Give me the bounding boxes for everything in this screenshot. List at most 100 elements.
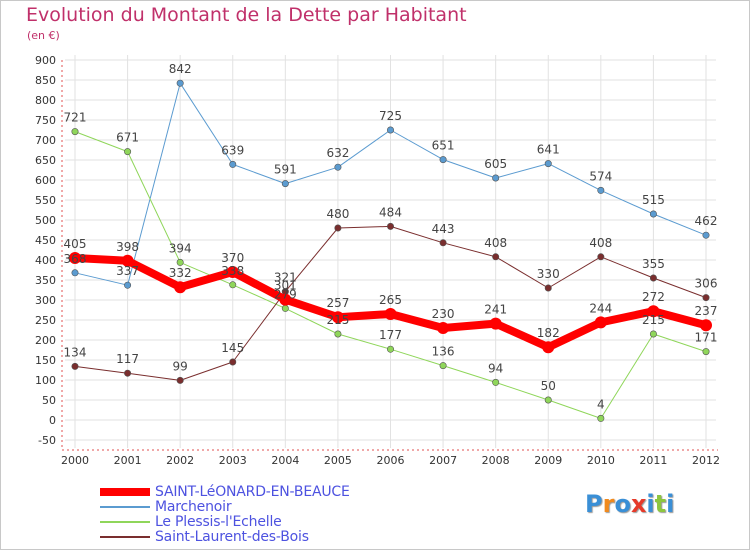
- y-tick-label: 850: [35, 74, 56, 87]
- x-tick-label: 2001: [114, 454, 142, 467]
- y-tick-label: 400: [35, 254, 56, 267]
- data-point: [594, 316, 607, 329]
- data-label: 394: [169, 241, 192, 255]
- data-label: 332: [169, 266, 192, 280]
- y-tick-label: 300: [35, 294, 56, 307]
- logo-letter: i: [646, 490, 655, 518]
- data-point: [439, 239, 447, 247]
- data-point: [544, 160, 552, 168]
- data-point: [69, 252, 81, 264]
- legend-swatch: [100, 506, 150, 508]
- data-label: 337: [116, 264, 139, 278]
- y-tick-label: 0: [49, 414, 56, 427]
- x-tick-label: 2006: [377, 454, 405, 467]
- data-point: [492, 378, 500, 386]
- data-label: 145: [221, 341, 244, 355]
- data-point: [281, 304, 289, 312]
- data-label: 171: [695, 331, 718, 345]
- data-point: [334, 163, 342, 171]
- data-point: [334, 224, 342, 232]
- legend-label: Marchenoir: [155, 499, 232, 515]
- y-tick-label: 200: [35, 334, 56, 347]
- data-point: [492, 174, 500, 182]
- data-label: 480: [326, 207, 349, 221]
- y-tick-label: 550: [35, 194, 56, 207]
- data-point: [71, 128, 79, 136]
- logo-letter: x: [630, 490, 647, 518]
- y-tick-label: 500: [35, 214, 56, 227]
- logo-letter: i: [666, 490, 675, 518]
- x-tick-label: 2010: [587, 454, 615, 467]
- data-label: 408: [484, 236, 507, 250]
- y-tick-label: 750: [35, 114, 56, 127]
- data-point: [597, 253, 605, 261]
- data-point: [439, 156, 447, 164]
- data-point: [597, 186, 605, 194]
- data-point: [384, 308, 397, 320]
- data-label: 279: [274, 287, 297, 301]
- x-tick-label: 2011: [639, 454, 667, 467]
- data-label: 443: [432, 222, 455, 236]
- data-label: 574: [589, 169, 612, 183]
- data-point: [439, 362, 447, 370]
- y-tick-label: 350: [35, 274, 56, 287]
- data-point: [386, 222, 394, 230]
- data-label: 117: [116, 352, 139, 366]
- y-tick-label: 100: [35, 374, 56, 387]
- data-label: 842: [169, 62, 192, 76]
- legend-entry: Saint-Laurent-des-Bois: [100, 529, 309, 545]
- data-point: [702, 231, 710, 239]
- data-point: [649, 330, 657, 338]
- x-tick-label: 2005: [324, 454, 352, 467]
- data-label: 257: [326, 296, 349, 310]
- data-point: [386, 345, 394, 353]
- data-point: [331, 311, 344, 324]
- data-point: [649, 274, 657, 282]
- data-label: 515: [642, 193, 665, 207]
- data-label: 632: [326, 146, 349, 160]
- data-label: 671: [116, 131, 139, 145]
- legend-label: Saint-Laurent-des-Bois: [155, 529, 309, 545]
- x-tick-label: 2009: [534, 454, 562, 467]
- data-label: 405: [64, 237, 87, 251]
- chart-subtitle: (en €): [27, 29, 60, 42]
- data-label: 50: [541, 379, 556, 393]
- data-point: [281, 180, 289, 188]
- y-tick-label: 600: [35, 174, 56, 187]
- data-point: [544, 284, 552, 292]
- data-point: [386, 126, 394, 134]
- chart-title: Evolution du Montant de la Dette par Hab…: [26, 4, 467, 26]
- data-point: [702, 348, 710, 356]
- data-label: 484: [379, 205, 402, 219]
- x-tick-label: 2012: [692, 454, 720, 467]
- legend-label: Le Plessis-l'Echelle: [155, 514, 282, 530]
- data-point: [544, 396, 552, 404]
- legend-entry: SAINT-LéONARD-EN-BEAUCE: [100, 484, 350, 500]
- data-point: [71, 362, 79, 370]
- data-label: 725: [379, 109, 402, 123]
- logo-letter: r: [602, 490, 615, 518]
- data-point: [437, 322, 450, 334]
- y-tick-label: 450: [35, 234, 56, 247]
- data-point: [492, 253, 500, 261]
- data-point: [121, 254, 134, 267]
- data-point: [542, 341, 555, 354]
- data-label: 215: [326, 313, 349, 327]
- data-label: 4: [597, 397, 605, 411]
- data-label: 215: [642, 313, 665, 327]
- logo-letter: o: [614, 490, 631, 518]
- data-point: [597, 414, 605, 422]
- data-label: 721: [64, 111, 87, 125]
- data-label: 355: [642, 257, 665, 271]
- data-point: [124, 369, 132, 377]
- data-labels: 368 337 842 639 591 632 725 651 605 641 574 515 462 7…: [64, 62, 718, 411]
- data-label: 605: [484, 157, 507, 171]
- data-label: 301: [274, 279, 297, 293]
- legend-label: SAINT-LéONARD-EN-BEAUCE: [155, 484, 350, 500]
- y-tick-label: 800: [35, 94, 56, 107]
- data-point: [649, 210, 657, 218]
- data-label: 241: [484, 303, 507, 317]
- series-lines: [69, 79, 712, 422]
- data-label: 651: [432, 139, 455, 153]
- data-label: 462: [695, 214, 718, 228]
